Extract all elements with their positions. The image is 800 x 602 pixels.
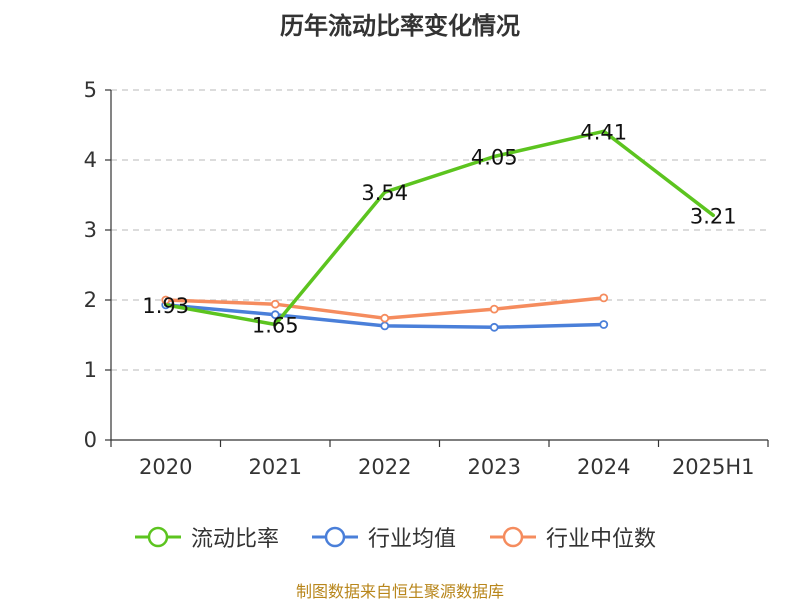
legend-label: 行业中位数 [546,527,657,552]
legend-item[interactable]: 行业中位数 [488,522,656,552]
y-tick-label: 5 [84,78,97,102]
axis-layer: 0 1 2 3 4 5 2020 2021 2022 2023 2024 2025H1 [84,78,769,479]
data-label: 3.54 [361,181,408,205]
legend-label: 流动比率 [191,527,280,552]
legend-symbol [135,526,181,548]
data-label-layer: 1.93 1.65 3.54 4.05 4.41 3.21 [142,120,736,337]
source-footer: 制图数据来自恒生聚源数据库 [295,582,504,601]
data-label: 1.93 [142,294,189,318]
y-tick-label: 1 [84,358,97,382]
x-tick-label: 2025H1 [672,455,755,479]
series-line [164,129,715,327]
x-tick-label: 2020 [139,455,192,479]
legend-symbol [490,526,536,548]
x-tick-label: 2023 [468,455,521,479]
y-tick-label: 3 [84,218,97,242]
series-point [489,322,499,332]
data-label: 3.21 [690,204,737,228]
series-point [270,310,280,320]
legend: 流动比率 行业均值 行业中位数 [0,522,800,552]
series-point [380,313,390,323]
series-layer [161,129,715,332]
chart-title: 历年流动比率变化情况 [280,12,520,40]
legend-item[interactable]: 流动比率 [133,522,279,552]
series-point [599,320,609,329]
y-tick-label: 0 [84,428,97,452]
legend-item[interactable]: 行业均值 [310,522,456,552]
data-label: 4.41 [580,120,627,144]
x-tick-label: 2022 [358,455,411,479]
series-point [489,304,499,314]
legend-label: 行业均值 [368,527,457,552]
legend-symbol [312,526,358,548]
data-label: 1.65 [252,314,299,338]
x-tick-label: 2021 [249,455,302,479]
series-point [270,299,280,309]
y-tick-label: 2 [84,288,97,312]
data-label: 4.05 [471,146,518,170]
y-tick-label: 4 [84,148,97,172]
x-tick-label: 2024 [577,455,630,479]
series-point [599,293,609,303]
series-point [380,321,390,331]
